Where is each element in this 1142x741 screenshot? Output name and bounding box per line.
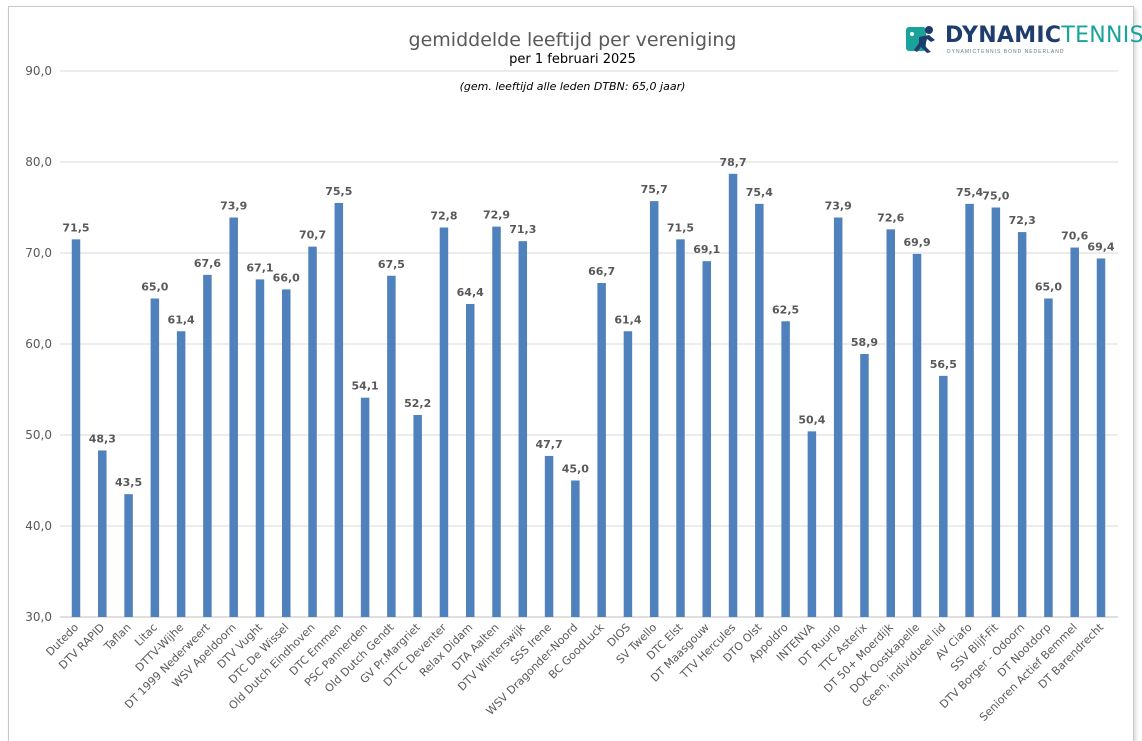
- x-tick-label: Taflan: [101, 621, 134, 654]
- data-label: 67,6: [194, 257, 221, 270]
- data-label: 65,0: [1035, 281, 1062, 294]
- y-tick-label: 30,0: [25, 610, 52, 624]
- bar: [98, 450, 107, 617]
- bar: [1096, 258, 1106, 617]
- data-label: 71,5: [62, 221, 89, 234]
- data-label: 70,7: [299, 229, 326, 242]
- data-label: 75,5: [325, 185, 352, 198]
- bar: [439, 227, 449, 617]
- bar: [965, 203, 974, 618]
- bar: [465, 303, 475, 617]
- tennis-player-logo-icon: [906, 26, 935, 53]
- bar: [728, 173, 738, 617]
- data-label: 61,4: [614, 313, 641, 326]
- bar: [623, 331, 633, 617]
- data-label: 58,9: [851, 336, 878, 349]
- y-tick-label: 40,0: [25, 519, 52, 533]
- chart-title: gemiddelde leeftijd per vereniging: [408, 29, 737, 51]
- data-label: 75,7: [641, 183, 668, 196]
- data-label: 69,9: [903, 236, 930, 249]
- bar: [360, 397, 370, 617]
- dynamic-tennis-logo: DYNAMICTENNIS DYNAMICTENNIS BOND NEDERLA…: [905, 22, 1142, 62]
- bar: [649, 201, 659, 617]
- data-label: 62,5: [772, 303, 799, 316]
- bar: [1070, 247, 1079, 618]
- bar: [860, 354, 869, 617]
- bar: [544, 455, 554, 617]
- bar: [939, 375, 948, 617]
- data-label: 61,4: [168, 313, 195, 326]
- logo-tagline: DYNAMICTENNIS BOND NEDERLAND: [947, 49, 1065, 55]
- data-label: 56,5: [930, 358, 957, 371]
- chart-subtitle: per 1 februari 2025: [509, 52, 636, 67]
- bar: [255, 279, 265, 617]
- data-label: 69,1: [693, 243, 720, 256]
- data-label: 43,5: [115, 476, 142, 489]
- data-label: 73,9: [220, 200, 247, 213]
- bar: [676, 239, 685, 617]
- chart-frame: [8, 6, 1134, 741]
- bar: [1044, 298, 1053, 617]
- bar: [597, 283, 606, 617]
- bar: [571, 480, 580, 617]
- data-label: 78,7: [719, 156, 746, 169]
- y-tick-label: 50,0: [25, 428, 52, 442]
- logo-wordmark-light: TENNIS: [1061, 23, 1142, 48]
- bar: [518, 241, 528, 618]
- data-label: 47,7: [536, 438, 563, 451]
- y-tick-label: 80,0: [25, 155, 52, 169]
- data-label: 66,0: [273, 271, 300, 284]
- data-label: 70,6: [1061, 230, 1088, 243]
- y-tick-label: 90,0: [25, 64, 52, 78]
- bar: [702, 261, 712, 617]
- data-label: 67,5: [378, 258, 405, 271]
- data-label: 75,4: [746, 186, 773, 199]
- chart-note: (gem. leeftijd alle leden DTBN: 65,0 jaa…: [459, 80, 686, 93]
- bar: [229, 217, 238, 617]
- bar: [991, 207, 1001, 617]
- data-label: 66,7: [588, 265, 615, 278]
- data-label: 72,3: [1009, 214, 1036, 227]
- data-label: 48,3: [89, 432, 116, 445]
- bar: [413, 414, 422, 617]
- data-label: 75,4: [956, 186, 983, 199]
- data-label: 69,4: [1087, 240, 1114, 253]
- bar: [150, 298, 160, 617]
- bar: [71, 239, 81, 617]
- y-tick-label: 70,0: [25, 246, 52, 260]
- bar: [912, 253, 922, 617]
- bar: [308, 246, 317, 617]
- data-label: 52,2: [404, 397, 431, 410]
- bar: [886, 229, 895, 617]
- bar: [492, 226, 501, 618]
- data-label: 72,8: [430, 210, 457, 223]
- logo-wordmark-bold: DYNAMIC: [945, 23, 1062, 48]
- data-label: 67,1: [246, 261, 273, 274]
- bar: [282, 289, 291, 617]
- bar: [833, 217, 843, 617]
- bar: [334, 202, 344, 617]
- logo-wordmark: DYNAMICTENNIS: [945, 23, 1142, 48]
- data-label: 72,9: [483, 209, 510, 222]
- y-tick-label: 60,0: [25, 337, 52, 351]
- bar: [755, 203, 764, 618]
- bar: [124, 494, 133, 617]
- data-label: 54,1: [352, 380, 379, 393]
- data-label: 71,3: [509, 223, 536, 236]
- bar: [203, 274, 212, 617]
- bar: [387, 275, 396, 617]
- data-label: 65,0: [141, 281, 168, 294]
- data-label: 72,6: [877, 211, 904, 224]
- data-label: 50,4: [798, 413, 825, 426]
- data-label: 45,0: [562, 463, 589, 476]
- data-label: 73,9: [825, 200, 852, 213]
- bar: [1017, 232, 1027, 617]
- data-label: 71,5: [667, 221, 694, 234]
- bar: [807, 431, 817, 617]
- data-label: 64,4: [457, 286, 484, 299]
- bar: [781, 321, 790, 617]
- bar: [176, 331, 186, 617]
- data-label: 75,0: [982, 190, 1009, 203]
